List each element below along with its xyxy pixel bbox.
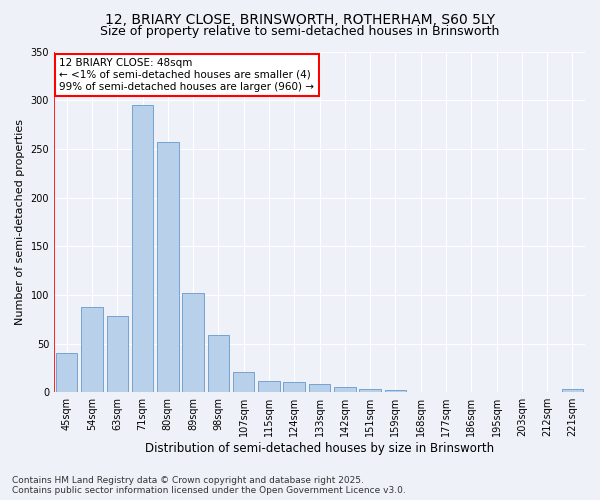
Text: 12, BRIARY CLOSE, BRINSWORTH, ROTHERHAM, S60 5LY: 12, BRIARY CLOSE, BRINSWORTH, ROTHERHAM,…	[105, 12, 495, 26]
Bar	[132, 105, 153, 392]
Text: 12 BRIARY CLOSE: 48sqm
← <1% of semi-detached houses are smaller (4)
99% of semi: 12 BRIARY CLOSE: 48sqm ← <1% of semi-det…	[59, 58, 314, 92]
Bar	[107, 316, 128, 392]
Bar	[359, 390, 381, 392]
Bar	[334, 388, 356, 392]
Bar	[385, 390, 406, 392]
Y-axis label: Number of semi-detached properties: Number of semi-detached properties	[15, 119, 25, 325]
Bar	[157, 142, 179, 392]
Bar	[208, 335, 229, 392]
Text: Size of property relative to semi-detached houses in Brinsworth: Size of property relative to semi-detach…	[100, 25, 500, 38]
Bar	[56, 354, 77, 392]
Bar	[562, 390, 583, 392]
Bar	[283, 382, 305, 392]
Bar	[233, 372, 254, 392]
Bar	[182, 293, 204, 392]
Bar	[81, 306, 103, 392]
Text: Contains HM Land Registry data © Crown copyright and database right 2025.
Contai: Contains HM Land Registry data © Crown c…	[12, 476, 406, 495]
Bar	[258, 380, 280, 392]
Bar	[309, 384, 330, 392]
X-axis label: Distribution of semi-detached houses by size in Brinsworth: Distribution of semi-detached houses by …	[145, 442, 494, 455]
